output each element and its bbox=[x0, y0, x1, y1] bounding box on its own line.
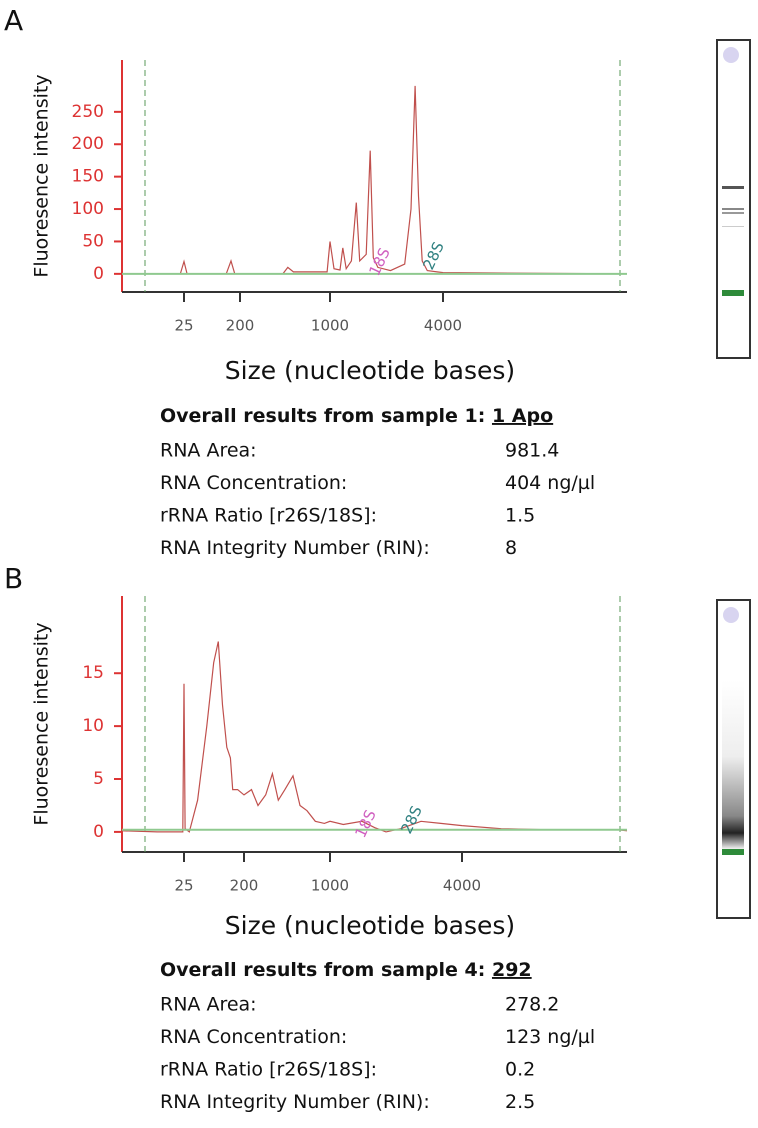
x-tick-label: 200 bbox=[226, 317, 255, 335]
results-title: Overall results from sample 4: 292 bbox=[160, 959, 532, 981]
result-label: rRNA Ratio [r26S/18S]: bbox=[160, 505, 377, 527]
x-tick-label: 4000 bbox=[443, 877, 481, 895]
results-title: Overall results from sample 1: 1 Apo bbox=[160, 405, 553, 427]
result-value: 8 bbox=[505, 537, 517, 559]
peak-annotation: 28S bbox=[397, 803, 425, 837]
sample-name: 1 Apo bbox=[492, 405, 553, 427]
x-axis-label: Size (nucleotide bases) bbox=[225, 356, 515, 385]
result-label: RNA Concentration: bbox=[160, 472, 347, 494]
panel-letter: A bbox=[4, 4, 23, 37]
x-tick-label: 1000 bbox=[311, 877, 349, 895]
result-label: RNA Integrity Number (RIN): bbox=[160, 1091, 430, 1113]
x-axis-label: Size (nucleotide bases) bbox=[225, 911, 515, 940]
result-label: RNA Concentration: bbox=[160, 1026, 347, 1048]
result-value: 981.4 bbox=[505, 440, 559, 462]
x-tick-label: 200 bbox=[230, 877, 259, 895]
peak-annotation: 28S bbox=[419, 239, 447, 273]
y-axis-label: Fluoresence intensity bbox=[31, 74, 53, 277]
y-tick-label: 10 bbox=[82, 716, 104, 736]
result-label: RNA Integrity Number (RIN): bbox=[160, 537, 430, 559]
gel-lane-b bbox=[716, 599, 751, 919]
sample-name: 292 bbox=[492, 959, 532, 981]
gel-lane-a bbox=[716, 39, 751, 359]
x-tick-label: 4000 bbox=[424, 317, 462, 335]
results-title-text: Overall results from sample 1: bbox=[160, 405, 485, 427]
result-value: 0.2 bbox=[505, 1059, 535, 1081]
result-value: 2.5 bbox=[505, 1091, 535, 1113]
x-tick-label: 1000 bbox=[311, 317, 349, 335]
result-value: 1.5 bbox=[505, 505, 535, 527]
y-tick-label: 0 bbox=[93, 822, 104, 842]
y-tick-label: 0 bbox=[93, 264, 104, 284]
result-label: RNA Area: bbox=[160, 440, 257, 462]
y-axis-label: Fluoresence intensity bbox=[31, 622, 53, 825]
x-tick-label: 25 bbox=[174, 317, 193, 335]
y-tick-label: 5 bbox=[93, 769, 104, 789]
trace bbox=[122, 85, 628, 275]
y-tick-label: 100 bbox=[72, 199, 104, 219]
trace bbox=[121, 641, 628, 833]
y-tick-label: 15 bbox=[82, 663, 104, 683]
result-value: 404 ng/µl bbox=[505, 472, 595, 494]
peak-annotation: 18S bbox=[351, 807, 379, 841]
result-value: 123 ng/µl bbox=[505, 1026, 595, 1048]
y-tick-label: 250 bbox=[72, 102, 104, 122]
y-tick-label: 200 bbox=[72, 134, 104, 154]
x-tick-label: 25 bbox=[174, 877, 193, 895]
y-tick-label: 150 bbox=[72, 167, 104, 187]
result-label: rRNA Ratio [r26S/18S]: bbox=[160, 1059, 377, 1081]
panel-letter: B bbox=[4, 562, 23, 595]
results-title-text: Overall results from sample 4: bbox=[160, 959, 485, 981]
y-tick-label: 50 bbox=[82, 231, 104, 251]
result-value: 278.2 bbox=[505, 994, 559, 1016]
result-label: RNA Area: bbox=[160, 994, 257, 1016]
